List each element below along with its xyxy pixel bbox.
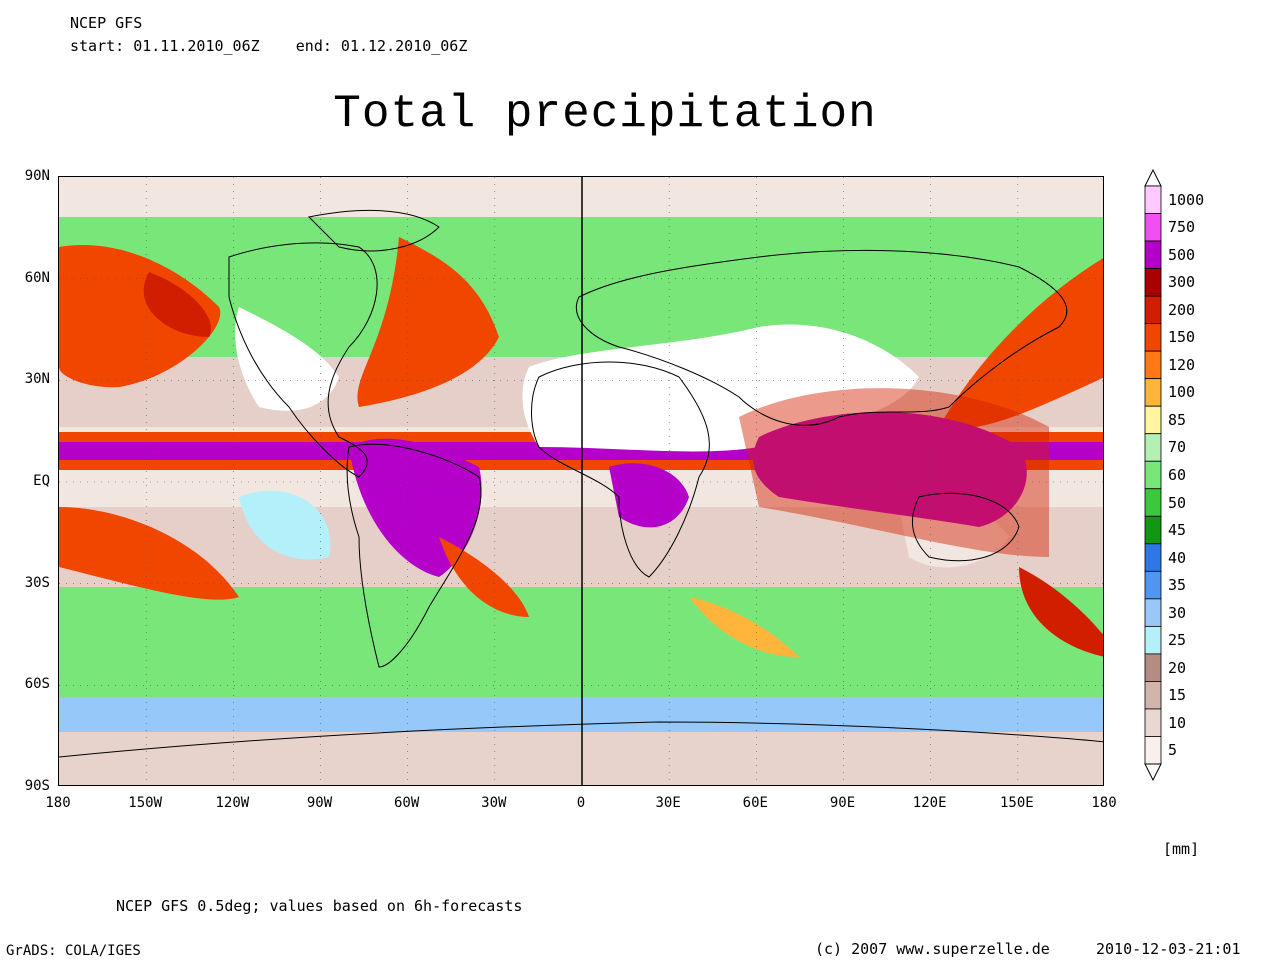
x-tick-label: 120E xyxy=(912,795,947,811)
colorbar-label: 300 xyxy=(1168,273,1196,292)
north-atlantic-storm xyxy=(357,237,499,407)
x-tick-label: 180 xyxy=(45,795,71,811)
se-pacific-dry xyxy=(239,490,331,560)
maritime-continent-convection xyxy=(753,412,1027,527)
x-tick-label: 90E xyxy=(829,795,856,811)
north-pacific-storm xyxy=(59,245,221,388)
x-tick-label: 30W xyxy=(481,795,507,811)
colorbar-label: 750 xyxy=(1168,218,1196,237)
colorbar-label: 120 xyxy=(1168,355,1196,374)
south-pacific-storm xyxy=(59,507,239,600)
colorbar-swatch xyxy=(1144,681,1162,710)
colorbar-label: 100 xyxy=(1168,383,1196,402)
model-name: NCEP GFS xyxy=(70,14,143,32)
timestamp: 2010-12-03-21:01 xyxy=(1096,940,1241,958)
x-tick-label: 60W xyxy=(394,795,420,811)
south-indian-storm xyxy=(689,597,799,657)
colorbar-label: 60 xyxy=(1168,466,1187,484)
colorbar-label: 1000 xyxy=(1168,190,1205,209)
north-america-outline xyxy=(228,242,378,478)
australia-outline xyxy=(911,492,1020,562)
colorbar-swatch xyxy=(1144,405,1162,435)
south-atlantic-storm xyxy=(439,537,529,617)
nw-pacific-storm xyxy=(939,258,1103,429)
colorbar-label: 500 xyxy=(1168,245,1196,264)
y-tick-label: 30S xyxy=(24,574,50,591)
x-tick-label: 120W xyxy=(215,795,250,811)
colorbar-swatch xyxy=(1144,433,1162,462)
north-pacific-core xyxy=(143,272,211,337)
chart-title: Total precipitation xyxy=(333,88,877,140)
x-tick-label: 150E xyxy=(999,795,1034,811)
colorbar-swatch xyxy=(1144,185,1162,214)
colorbar-label: 10 xyxy=(1168,713,1187,732)
x-tick-label: 150W xyxy=(128,795,163,811)
colorbar-label: 35 xyxy=(1168,576,1187,595)
colorbar-label: 45 xyxy=(1168,521,1187,540)
colorbar-swatch xyxy=(1144,543,1162,572)
colorbar-swatch xyxy=(1144,736,1162,765)
south-america-outline xyxy=(346,443,482,668)
data-source-note: NCEP GFS 0.5deg; values based on 6h-fore… xyxy=(116,897,523,915)
y-tick-label: 90S xyxy=(24,778,50,794)
colorbar-label: 85 xyxy=(1168,410,1187,429)
coastlines xyxy=(59,209,1103,758)
x-tick-label: 180 xyxy=(1091,795,1117,811)
y-tick-label: 90N xyxy=(24,168,50,184)
y-tick-label: 60N xyxy=(24,269,50,286)
colorbar-label: 15 xyxy=(1168,686,1187,705)
y-tick-label: 60S xyxy=(24,676,50,693)
y-tick-label: EQ xyxy=(33,473,50,489)
colorbar-label: 30 xyxy=(1168,603,1187,622)
colorbar-swatch xyxy=(1144,295,1162,325)
y-tick-label: 30N xyxy=(24,371,50,388)
x-tick-label: 30E xyxy=(655,795,681,811)
colorbar-min-arrow xyxy=(1144,763,1162,782)
greenland-outline xyxy=(307,209,440,252)
precipitation-field xyxy=(59,177,1103,785)
colorbar-label: 20 xyxy=(1168,658,1187,677)
congo-convection xyxy=(609,463,689,528)
north-america-dry xyxy=(235,307,339,411)
colorbar-swatch xyxy=(1144,708,1162,737)
tasman-storm xyxy=(1019,567,1103,657)
colorbar-label: 70 xyxy=(1168,438,1187,457)
colorbar-label: 200 xyxy=(1168,300,1196,319)
software-credit: GrADS: COLA/IGES xyxy=(6,943,141,959)
eurasia-outline xyxy=(575,249,1068,426)
colorbar-swatch xyxy=(1144,350,1162,380)
colorbar-label: 40 xyxy=(1168,548,1187,567)
colorbar-swatch xyxy=(1144,268,1162,297)
copyright: (c) 2007 www.superzelle.de xyxy=(815,940,1050,958)
northern-storm-track xyxy=(59,217,1103,367)
colorbar-swatch xyxy=(1144,570,1162,600)
x-tick-label: 0 xyxy=(576,795,586,811)
colorbar-label: 5 xyxy=(1168,741,1178,760)
colorbar-swatch xyxy=(1144,213,1162,242)
period-range: start: 01.11.2010_06Z end: 01.12.2010_06… xyxy=(70,37,468,55)
indo-pacific-rain xyxy=(739,388,1049,557)
colorbar-swatch xyxy=(1144,598,1162,627)
x-tick-label: 90W xyxy=(306,795,333,811)
colorbar xyxy=(1144,168,1162,782)
antarctica-outline xyxy=(59,721,1103,758)
colorbar-swatch xyxy=(1144,515,1162,545)
precipitation-map xyxy=(58,176,1104,786)
colorbar-swatch xyxy=(1144,323,1162,352)
colorbar-label: 50 xyxy=(1168,493,1187,512)
colorbar-swatch xyxy=(1144,378,1162,407)
colorbar-swatch xyxy=(1144,460,1162,490)
colorbar-swatch xyxy=(1144,488,1162,517)
colorbar-label: 150 xyxy=(1168,328,1196,347)
unit-label: [mm] xyxy=(1163,840,1200,858)
colorbar-label: 25 xyxy=(1168,631,1187,650)
x-tick-label: 60E xyxy=(742,795,768,811)
colorbar-swatch xyxy=(1144,625,1162,655)
colorbar-swatch xyxy=(1144,240,1162,269)
colorbar-max-arrow xyxy=(1144,168,1162,187)
colorbar-swatch xyxy=(1144,653,1162,682)
africa-outline xyxy=(531,361,710,578)
